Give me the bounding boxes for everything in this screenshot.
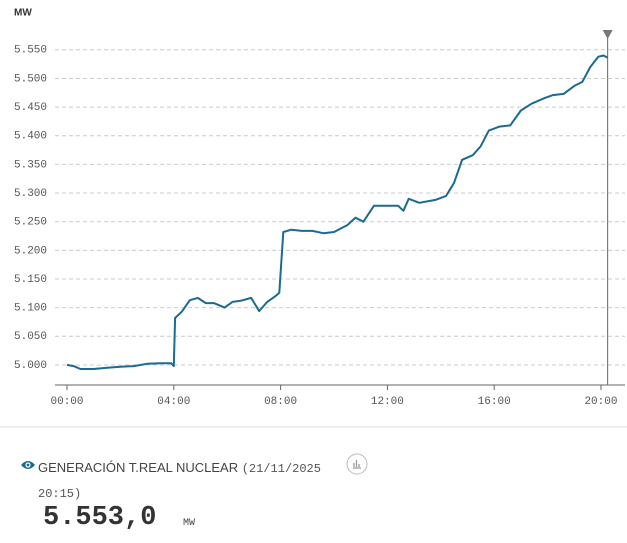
data-line xyxy=(66,54,609,370)
current-value: 5.553,0 xyxy=(43,503,157,533)
y-tick-label: 5.250 xyxy=(14,217,47,229)
x-tick-label: 20:00 xyxy=(584,396,617,408)
cursor-marker xyxy=(602,30,613,39)
y-tick-label: 5.200 xyxy=(14,245,47,257)
chart-icon[interactable] xyxy=(346,453,368,475)
y-tick-label: 5.100 xyxy=(14,303,47,315)
y-tick-label: 5.550 xyxy=(14,45,47,57)
x-tick-label: 08:00 xyxy=(264,396,297,408)
y-tick-label: 5.350 xyxy=(14,159,47,171)
x-tick-label: 00:00 xyxy=(51,396,84,408)
series-name: GENERACIÓN T.REAL NUCLEAR xyxy=(38,460,239,475)
y-tick-label: 5.000 xyxy=(14,360,47,372)
y-tick-label: 5.500 xyxy=(14,73,47,85)
y-axis-unit: MW xyxy=(14,8,32,19)
y-tick-label: 5.300 xyxy=(14,188,47,200)
chart: MW 5.000 5.050 5.100 5.150 5.200 5.250 5.300 5.… xyxy=(0,8,627,428)
x-tick-label: 16:00 xyxy=(478,396,511,408)
x-tick-label: 12:00 xyxy=(371,396,404,408)
y-tick-label: 5.400 xyxy=(14,131,47,143)
eye-icon[interactable] xyxy=(20,459,36,471)
readout-label: GENERACIÓN T.REAL NUCLEAR (21/11/2025 20… xyxy=(38,456,338,506)
y-tick-label: 5.450 xyxy=(14,102,47,114)
timestamp: (21/11/2025 20:15) xyxy=(38,462,321,501)
x-tick-label: 04:00 xyxy=(157,396,190,408)
y-tick-label: 5.050 xyxy=(14,331,47,343)
y-tick-label: 5.150 xyxy=(14,274,47,286)
current-unit: MW xyxy=(183,518,196,529)
